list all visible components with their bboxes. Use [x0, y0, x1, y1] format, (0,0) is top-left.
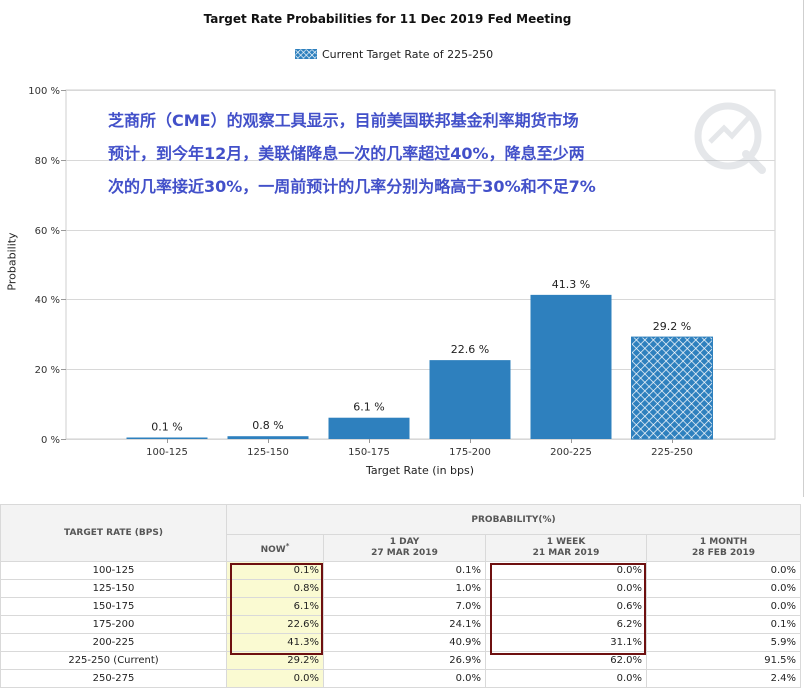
chinese-annotation-text: 芝商所（CME）的观察工具显示，目前美国联邦基金利率期货市场 预计，到今年12月… [108, 111, 596, 196]
rate-cell: 225-250 (Current) [0, 651, 227, 670]
now-cell: 0.8% [226, 579, 324, 598]
x-axis-ticks: 100-125 125-150 150-175 175-200 200-225 225-2… [146, 439, 693, 458]
one-day-cell: 26.9% [323, 651, 486, 670]
one-day-cell: 24.1% [323, 615, 486, 634]
x-tick-label: 175-200 [449, 447, 491, 458]
data-label: 41.3 % [552, 278, 590, 291]
one-month-cell: 0.0% [645, 561, 802, 580]
watermark-logo-icon [694, 102, 766, 174]
data-label: 0.1 % [151, 421, 182, 434]
bar[interactable] [429, 360, 511, 439]
bar-current[interactable] [631, 336, 713, 440]
col-header-1day-line1: 1 DAY [389, 537, 420, 547]
rate-cell: 100-125 [0, 561, 227, 580]
data-label: 22.6 % [451, 343, 489, 356]
one-day-cell: 40.9% [323, 633, 486, 652]
legend-label: Current Target Rate of 225-250 [322, 47, 494, 61]
y-tick-label: 20 % [35, 365, 60, 376]
y-tick-label: 80 % [35, 156, 60, 167]
bar[interactable] [530, 294, 612, 439]
one-month-cell: 5.9% [645, 633, 802, 652]
table-row: 225-250 (Current) 29.2% 26.9% 62.0% 91.5% [0, 651, 802, 670]
col-header-1month[interactable]: 1 MONTH 28 FEB 2019 [645, 534, 802, 562]
rate-cell: 125-150 [0, 579, 227, 598]
y-tick-label: 0 % [41, 435, 60, 446]
y-tick-label: 40 % [35, 295, 60, 306]
y-axis-ticks: 0 % 20 % 40 % 60 % 80 % 100 % [28, 86, 66, 446]
data-label: 6.1 % [353, 401, 384, 414]
now-cell: 0.0% [226, 669, 324, 688]
one-day-cell: 1.0% [323, 579, 486, 598]
x-tick-label: 200-225 [550, 447, 592, 458]
table-row: 100-125 0.1% 0.1% 0.0% 0.0% [0, 561, 802, 580]
y-axis-label: Probability [5, 232, 19, 291]
y-tick-label: 60 % [35, 226, 60, 237]
probability-table: TARGET RATE (BPS) PROBABILITY(%) NOW* 1 … [0, 504, 802, 688]
header-probability: PROBABILITY(%) [225, 504, 802, 535]
one-week-cell: 6.2% [485, 615, 647, 634]
one-month-cell: 0.0% [645, 579, 802, 598]
rate-cell: 175-200 [0, 615, 227, 634]
x-tick-label: 225-250 [651, 447, 693, 458]
bar[interactable] [227, 436, 309, 439]
one-day-cell: 7.0% [323, 597, 486, 616]
x-tick-label: 100-125 [146, 447, 188, 458]
chart-title: Target Rate Probabilities for 11 Dec 201… [203, 12, 572, 26]
bar-chart: 0 % 20 % 40 % 60 % 80 % 100 % 0.1 % 0.8 % 6.1 %… [28, 86, 776, 458]
col-header-1day-line2: 27 MAR 2019 [371, 548, 438, 558]
rate-cell: 150-175 [0, 597, 227, 616]
data-label: 0.8 % [252, 419, 283, 432]
header-target-rate: TARGET RATE (BPS) [0, 504, 227, 562]
one-week-cell: 0.0% [485, 561, 647, 580]
table-row: 150-175 6.1% 7.0% 0.6% 0.0% [0, 597, 802, 616]
legend-swatch-current [295, 49, 317, 59]
col-header-1week-line1: 1 WEEK [546, 537, 586, 547]
col-header-1week-line2: 21 MAR 2019 [532, 548, 600, 558]
bar[interactable] [328, 417, 410, 439]
now-cell: 22.6% [226, 615, 324, 634]
col-header-1month-line2: 28 FEB 2019 [692, 548, 755, 558]
data-labels: 0.1 % 0.8 % 6.1 % 22.6 % 41.3 % 29.2 % [151, 278, 691, 434]
now-cell: 29.2% [226, 651, 324, 670]
data-label: 29.2 % [653, 320, 691, 333]
x-tick-label: 150-175 [348, 447, 390, 458]
x-tick-label: 125-150 [247, 447, 289, 458]
one-week-cell: 0.0% [485, 579, 647, 598]
table-row: 200-225 41.3% 40.9% 31.1% 5.9% [0, 633, 802, 652]
one-week-cell: 0.0% [485, 669, 647, 688]
one-day-cell: 0.0% [323, 669, 486, 688]
now-cell: 41.3% [226, 633, 324, 652]
one-month-cell: 0.0% [645, 597, 802, 616]
one-month-cell: 2.4% [645, 669, 802, 688]
bars [126, 294, 713, 440]
table-row: 250-275 0.0% 0.0% 0.0% 2.4% [0, 669, 802, 688]
one-month-cell: 91.5% [645, 651, 802, 670]
table-body: 100-125 0.1% 0.1% 0.0% 0.0% 125-150 0.8% 1.0% 0.… [0, 561, 802, 688]
one-week-cell: 31.1% [485, 633, 647, 652]
rate-cell: 250-275 [0, 669, 227, 688]
col-header-1day[interactable]: 1 DAY 27 MAR 2019 [323, 534, 486, 562]
one-week-cell: 62.0% [485, 651, 647, 670]
table-row: 175-200 22.6% 24.1% 6.2% 0.1% [0, 615, 802, 634]
one-day-cell: 0.1% [323, 561, 486, 580]
y-tick-label: 100 % [28, 86, 60, 97]
one-month-cell: 0.1% [645, 615, 802, 634]
col-header-1month-line1: 1 MONTH [699, 537, 748, 547]
col-header-1week[interactable]: 1 WEEK 21 MAR 2019 [485, 534, 647, 562]
one-week-cell: 0.6% [485, 597, 647, 616]
col-header-now-label: NOW [260, 544, 286, 555]
rate-cell: 200-225 [0, 633, 227, 652]
chart-legend[interactable]: Current Target Rate of 225-250 [295, 47, 493, 61]
footnote-mark: * [285, 541, 290, 550]
panel-divider [803, 0, 804, 497]
now-cell: 0.1% [226, 561, 324, 580]
x-axis-label: Target Rate (in bps) [365, 464, 475, 477]
col-header-now[interactable]: NOW* [226, 534, 324, 562]
table-row: 125-150 0.8% 1.0% 0.0% 0.0% [0, 579, 802, 598]
now-cell: 6.1% [226, 597, 324, 616]
bar[interactable] [126, 437, 208, 440]
